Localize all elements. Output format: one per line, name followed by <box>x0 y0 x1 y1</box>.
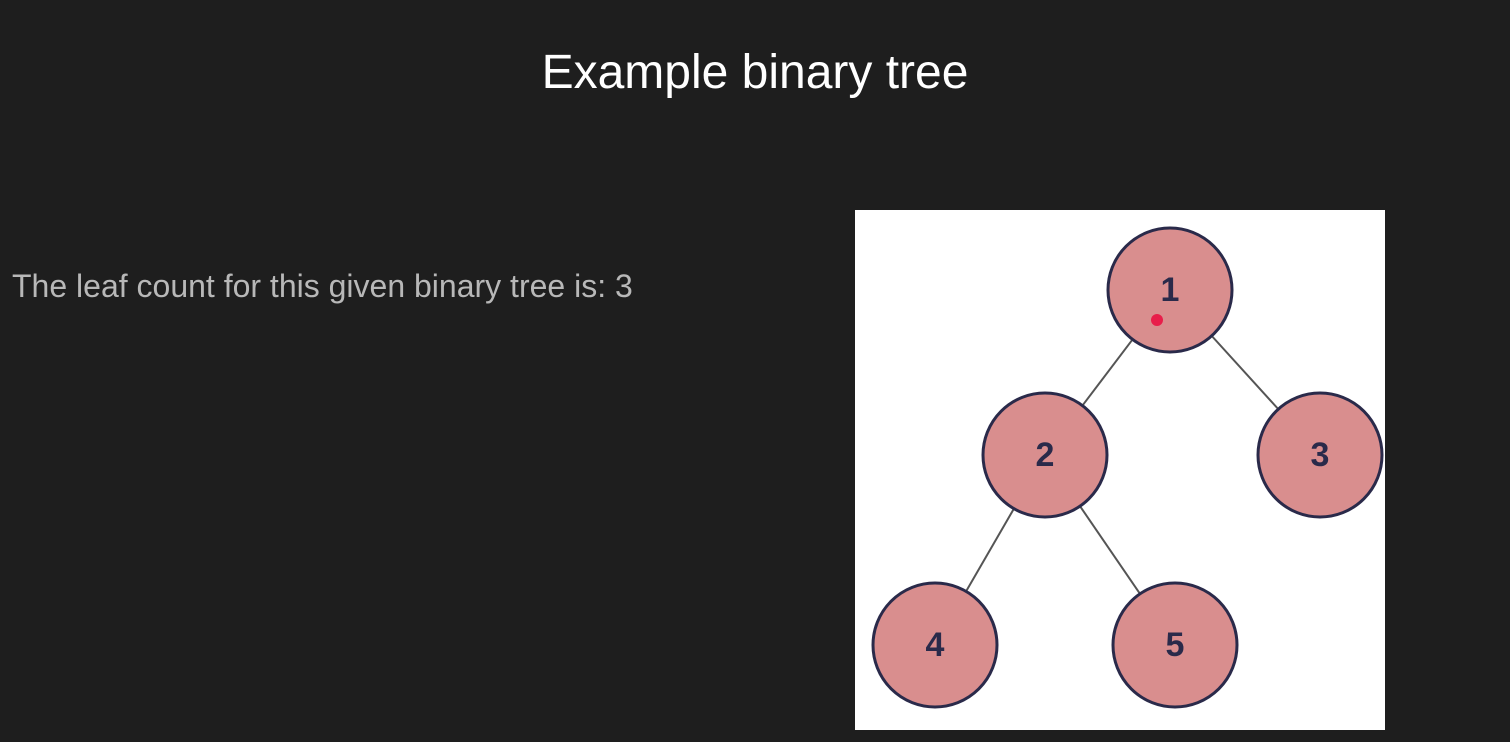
tree-node-2: 2 <box>983 393 1107 517</box>
slide-description: The leaf count for this given binary tre… <box>12 268 633 305</box>
tree-edge <box>1082 339 1132 405</box>
binary-tree-panel: 1 2 3 4 5 <box>855 210 1385 730</box>
tree-edge <box>1212 336 1279 409</box>
tree-node-1: 1 <box>1108 228 1232 352</box>
slide-title: Example binary tree <box>0 45 1510 100</box>
tree-edge <box>1080 506 1140 594</box>
tree-node-label: 1 <box>1161 271 1180 309</box>
tree-edge <box>966 509 1014 592</box>
binary-tree-diagram: 1 2 3 4 5 <box>855 210 1385 730</box>
tree-node-4: 4 <box>873 583 997 707</box>
tree-node-label: 2 <box>1036 436 1055 474</box>
tree-node-label: 3 <box>1311 436 1330 474</box>
tree-node-3: 3 <box>1258 393 1382 517</box>
tree-node-5: 5 <box>1113 583 1237 707</box>
cursor-dot-icon <box>1151 314 1163 326</box>
tree-node-label: 4 <box>926 626 945 664</box>
tree-node-label: 5 <box>1166 626 1185 664</box>
